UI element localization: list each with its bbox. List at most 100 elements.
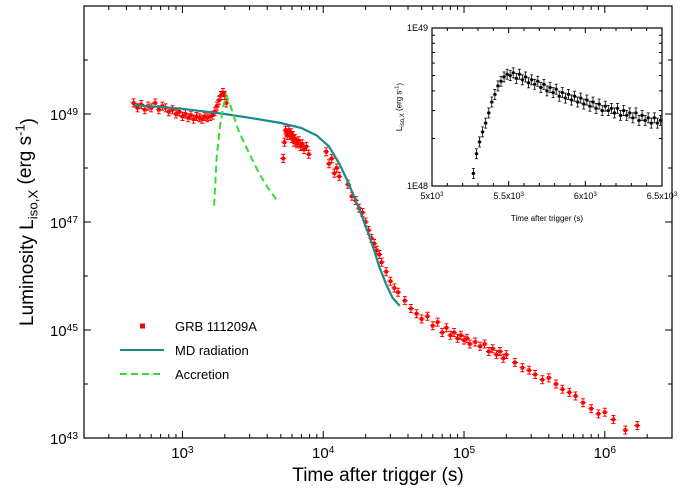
inset-data-point bbox=[495, 80, 500, 92]
inset-data-point bbox=[655, 117, 660, 129]
inset-data-point bbox=[575, 96, 580, 108]
series-md bbox=[133, 104, 401, 307]
data-point bbox=[134, 103, 141, 113]
data-point bbox=[622, 425, 629, 435]
data-point bbox=[395, 287, 402, 297]
inset-data-point bbox=[548, 82, 553, 93]
data-point bbox=[287, 128, 294, 138]
data-point bbox=[336, 171, 343, 181]
inset-data-point bbox=[545, 85, 549, 97]
main-x-ticks bbox=[83, 6, 673, 438]
inset-data-point bbox=[609, 102, 614, 114]
inset-data-point bbox=[591, 96, 595, 108]
data-point bbox=[539, 375, 546, 385]
inset-data-point bbox=[551, 87, 556, 99]
data-point bbox=[407, 304, 414, 314]
series-accretion bbox=[213, 92, 278, 206]
inset-series bbox=[471, 67, 663, 179]
data-point bbox=[447, 330, 454, 340]
data-point bbox=[485, 346, 492, 356]
x-tick-label: 103 bbox=[171, 445, 194, 462]
inset-data-point bbox=[615, 102, 620, 114]
inset-data-point bbox=[489, 96, 494, 108]
x-tick-label: 105 bbox=[453, 445, 476, 462]
data-point bbox=[280, 153, 287, 163]
data-point bbox=[511, 358, 518, 368]
data-point bbox=[545, 373, 552, 383]
data-point bbox=[454, 333, 461, 343]
legend-label: GRB 111209A bbox=[175, 319, 257, 334]
data-point bbox=[466, 339, 473, 349]
inset-data-point bbox=[563, 92, 568, 104]
data-point bbox=[401, 296, 408, 306]
inset-data-point bbox=[508, 70, 513, 81]
data-point bbox=[601, 407, 608, 417]
inset-data-point bbox=[517, 68, 522, 80]
inset-plot: 5x103 5.5x103 6x103 6.5x103 1E48 1E49 Time aft… bbox=[394, 23, 678, 223]
inset-data-point bbox=[554, 83, 559, 95]
inset-x-tick-label: 6.5x103 bbox=[647, 191, 678, 201]
inset-data-point bbox=[480, 126, 485, 138]
inset-data-point bbox=[535, 75, 540, 87]
data-point bbox=[477, 341, 484, 351]
data-point bbox=[439, 327, 446, 337]
inset-data-point bbox=[649, 117, 654, 129]
data-point bbox=[489, 344, 496, 354]
inset-data-point bbox=[581, 98, 586, 110]
data-point bbox=[383, 267, 390, 277]
data-point bbox=[572, 391, 579, 401]
inset-data-point bbox=[541, 78, 546, 90]
y-tick-label: 1049 bbox=[50, 107, 78, 124]
inset-data-point bbox=[633, 107, 638, 119]
legend-marker bbox=[140, 323, 145, 329]
inset-data-point bbox=[587, 100, 592, 112]
inset-data-point bbox=[505, 68, 510, 80]
x-axis-title: Time after trigger (s) bbox=[292, 465, 463, 486]
data-point bbox=[595, 409, 602, 419]
data-point bbox=[429, 321, 436, 331]
inset-data-point bbox=[600, 105, 605, 117]
main-plot: 103 104 105 106 1043 1045 1047 1049 Time after t… bbox=[13, 5, 673, 486]
data-point bbox=[413, 309, 420, 319]
inset-data-point bbox=[597, 98, 602, 110]
legend: GRB 111209A MD radiation Accretion bbox=[120, 319, 257, 382]
data-point bbox=[566, 387, 573, 397]
series-line-md bbox=[133, 104, 401, 307]
data-point bbox=[387, 276, 394, 286]
data-point bbox=[172, 109, 179, 119]
data-point bbox=[451, 327, 458, 337]
data-point bbox=[376, 250, 383, 260]
data-point bbox=[526, 365, 533, 375]
inset-data-point bbox=[621, 105, 626, 117]
main-plot-frame bbox=[83, 5, 673, 439]
data-point bbox=[331, 168, 338, 178]
inset-data-point bbox=[606, 105, 611, 117]
inset-data-point bbox=[529, 74, 534, 86]
data-point bbox=[552, 379, 559, 389]
inset-data-point bbox=[499, 75, 503, 87]
legend-label: Accretion bbox=[175, 367, 229, 382]
inset-data-point bbox=[652, 112, 657, 124]
inset-data-point bbox=[560, 87, 565, 99]
inset-data-point bbox=[624, 109, 629, 121]
data-point bbox=[457, 330, 464, 340]
y-tick-label: 1047 bbox=[50, 215, 78, 232]
inset-data-point bbox=[514, 72, 519, 84]
data-point bbox=[519, 363, 526, 373]
y-axis-title: Luminosity Liso,X (erg s-1) bbox=[13, 118, 41, 326]
inset-x-tick-label: 6x103 bbox=[574, 191, 598, 201]
legend-entry: GRB 111209A bbox=[140, 319, 257, 334]
inset-data-point bbox=[603, 100, 608, 112]
data-point bbox=[588, 404, 595, 414]
data-point bbox=[323, 147, 330, 157]
series-line-accretion bbox=[213, 92, 278, 206]
inset-data-point bbox=[492, 88, 497, 100]
inset-plot-frame bbox=[431, 27, 663, 187]
inset-x-tick-label: 5.5x103 bbox=[493, 191, 524, 201]
inset-data-point bbox=[578, 92, 583, 104]
data-point bbox=[303, 142, 310, 152]
inset-data-point bbox=[658, 115, 663, 126]
data-point bbox=[472, 337, 479, 347]
